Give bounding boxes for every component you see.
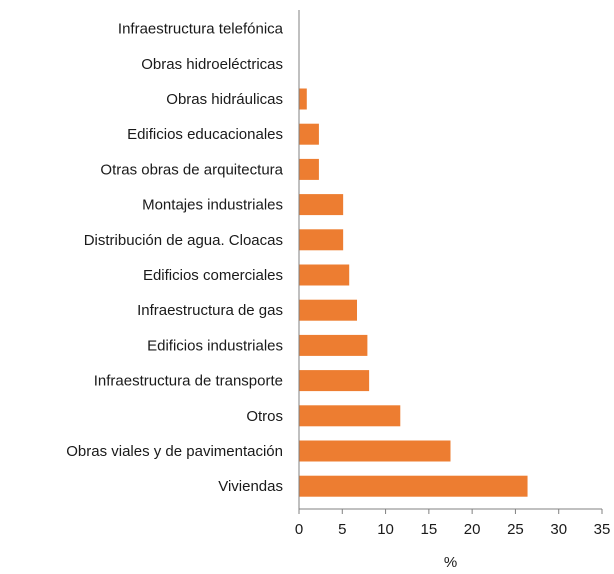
x-tick-label: 30: [550, 521, 567, 538]
bar: [299, 405, 401, 427]
category-label: Edificios educacionales: [127, 126, 283, 143]
category-label: Montajes industriales: [142, 197, 283, 214]
x-tick-label: 5: [338, 521, 346, 538]
category-label: Otros: [246, 408, 283, 425]
bars-group: [299, 88, 528, 497]
bar: [299, 88, 307, 110]
bar: [299, 264, 350, 286]
x-tick-label: 15: [421, 521, 438, 538]
category-label: Edificios comerciales: [143, 267, 283, 284]
category-label: Otras obras de arquitectura: [100, 161, 283, 178]
category-label: Obras hidroeléctricas: [141, 56, 283, 73]
x-tick-label: 0: [295, 521, 303, 538]
category-label: Infraestructura de gas: [137, 302, 283, 319]
bar: [299, 370, 370, 392]
category-label: Viviendas: [218, 478, 283, 495]
x-ticks: 0 5 10 15 20 25 30 35: [295, 509, 611, 538]
bar: [299, 123, 319, 145]
x-tick-label: 35: [594, 521, 611, 538]
category-label: Infraestructura telefónica: [118, 21, 284, 38]
category-label: Edificios industriales: [147, 337, 283, 354]
category-label: Infraestructura de transporte: [94, 373, 283, 390]
category-labels: Infraestructura telefónica Obras hidroelé…: [66, 21, 283, 496]
bar: [299, 475, 528, 497]
bar: [299, 158, 319, 180]
bar: [299, 334, 368, 356]
bar: [299, 229, 344, 251]
bar: [299, 440, 451, 462]
x-tick-label: 20: [464, 521, 481, 538]
category-label: Obras hidráulicas: [166, 91, 283, 108]
x-tick-label: 25: [507, 521, 524, 538]
x-tick-label: 10: [377, 521, 394, 538]
category-label: Obras viales y de pavimentación: [66, 443, 283, 460]
bar: [299, 194, 344, 216]
x-axis-label: %: [444, 554, 457, 571]
bar: [299, 299, 358, 321]
category-label: Distribución de agua. Cloacas: [84, 232, 283, 249]
